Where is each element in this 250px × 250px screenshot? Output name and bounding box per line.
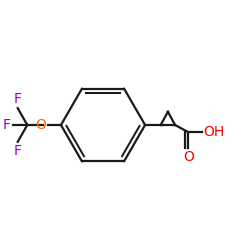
Text: OH: OH <box>203 125 224 139</box>
Text: O: O <box>36 118 46 132</box>
Text: O: O <box>183 150 194 164</box>
Text: F: F <box>3 118 11 132</box>
Text: F: F <box>14 92 22 106</box>
Text: F: F <box>14 144 22 158</box>
